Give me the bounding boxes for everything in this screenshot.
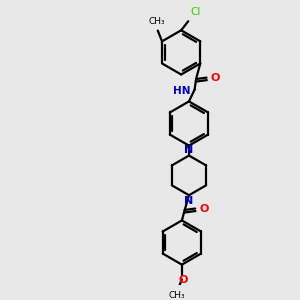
- Text: N: N: [184, 145, 194, 155]
- Text: CH₃: CH₃: [169, 291, 185, 300]
- Text: O: O: [211, 73, 220, 82]
- Text: O: O: [200, 203, 209, 214]
- Text: HN: HN: [173, 86, 190, 96]
- Text: CH₃: CH₃: [148, 17, 165, 26]
- Text: O: O: [178, 275, 188, 285]
- Text: N: N: [184, 196, 194, 206]
- Text: Cl: Cl: [190, 7, 201, 17]
